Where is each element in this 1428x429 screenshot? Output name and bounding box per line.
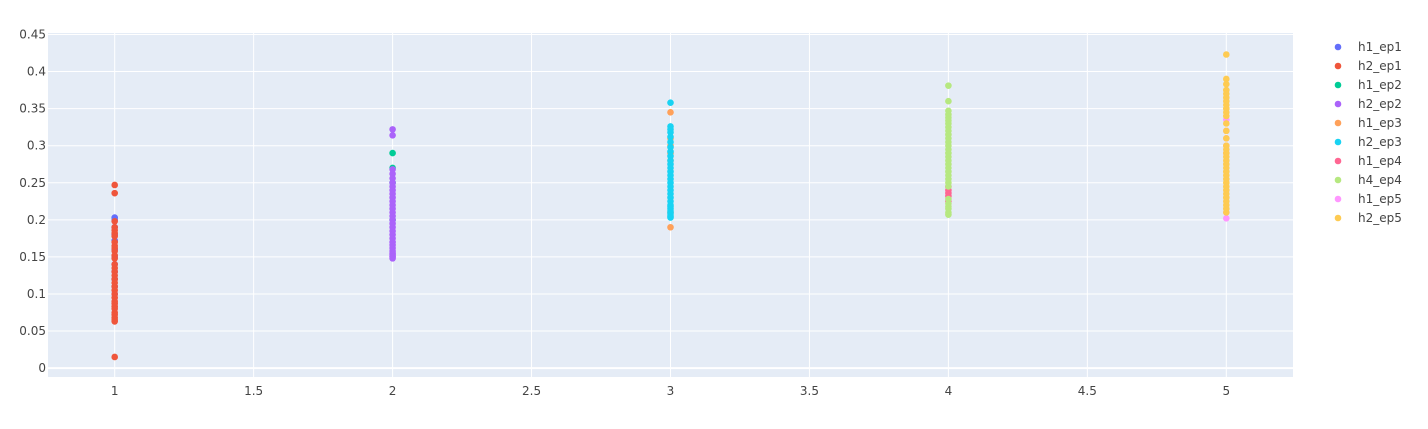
legend-item-h1_ep4[interactable]: h1_ep4 [1334, 154, 1402, 168]
x-tick-label: 2.5 [522, 384, 541, 398]
x-tick-label: 1.5 [244, 384, 263, 398]
legend-label: h1_ep2 [1358, 78, 1402, 92]
data-point-h1_ep2[interactable] [389, 149, 396, 157]
x-tick-label: 3.5 [800, 384, 819, 398]
data-point-h2_ep1[interactable] [111, 189, 118, 197]
data-point-h2_ep1[interactable] [111, 232, 118, 240]
y-tick-label: 0.4 [27, 65, 46, 79]
legend-marker [1334, 176, 1342, 184]
data-point-h4_ep4[interactable] [945, 97, 952, 105]
data-point-h2_ep2[interactable] [389, 132, 396, 139]
legend-item-h1_ep5[interactable]: h1_ep5 [1334, 192, 1402, 206]
data-point-h2_ep5[interactable] [1223, 80, 1230, 88]
data-point-h2_ep1[interactable] [111, 353, 118, 361]
data-point-h2_ep5[interactable] [1223, 209, 1230, 216]
legend-label: h1_ep1 [1358, 40, 1402, 54]
legend-marker [1334, 157, 1342, 165]
legend-label: h2_ep3 [1358, 135, 1402, 149]
legend-item-h2_ep2[interactable]: h2_ep2 [1334, 97, 1402, 111]
legend-label: h1_ep3 [1358, 116, 1402, 130]
x-tick-label: 4 [945, 384, 953, 398]
data-point-h4_ep4[interactable] [945, 183, 952, 190]
data-point-h2_ep3[interactable] [667, 99, 674, 106]
legend-marker [1334, 62, 1342, 70]
data-point-h2_ep2[interactable] [389, 255, 396, 262]
y-tick-label: 0.15 [19, 250, 46, 264]
x-axis-ticks: 1 1.5 2 2.5 3 3.5 4 4.5 5 [111, 384, 1230, 398]
data-point-h2_ep3[interactable] [667, 214, 674, 221]
y-tick-label: 0.1 [27, 287, 46, 301]
data-point-h1_ep5[interactable] [1223, 215, 1230, 222]
y-tick-label: 0.25 [19, 176, 46, 190]
y-tick-label: 0.45 [19, 27, 46, 41]
legend[interactable]: h1_ep1 h2_ep1 h1_ep2 h2_ep2 h1_ep3 h2_ep3 h1_e… [1334, 40, 1402, 225]
data-point-h2_ep5[interactable] [1223, 127, 1230, 135]
legend-label: h2_ep1 [1358, 59, 1402, 73]
y-axis-ticks: 0 0.05 0.1 0.15 0.2 0.25 0.3 0.35 0.4 0.45 [19, 27, 46, 375]
data-point-h2_ep5[interactable] [1223, 134, 1230, 142]
x-tick-label: 3 [667, 384, 675, 398]
legend-label: h1_ep5 [1358, 192, 1402, 206]
legend-item-h4_ep4[interactable]: h4_ep4 [1334, 173, 1402, 187]
legend-label: h1_ep4 [1358, 154, 1402, 168]
y-tick-label: 0.35 [19, 102, 46, 116]
legend-marker [1334, 100, 1342, 108]
legend-item-h1_ep1[interactable]: h1_ep1 [1334, 40, 1402, 54]
data-point-h2_ep2[interactable] [389, 126, 396, 133]
data-point-h2_ep5[interactable] [1223, 120, 1230, 127]
legend-item-h1_ep2[interactable]: h1_ep2 [1334, 78, 1402, 92]
legend-marker [1334, 195, 1342, 203]
legend-item-h2_ep5[interactable]: h2_ep5 [1334, 211, 1402, 225]
legend-label: h4_ep4 [1358, 173, 1402, 187]
data-point-h2_ep5[interactable] [1223, 51, 1230, 58]
legend-label: h2_ep2 [1358, 97, 1402, 111]
legend-marker [1334, 43, 1342, 51]
legend-item-h2_ep3[interactable]: h2_ep3 [1334, 135, 1402, 149]
y-tick-label: 0 [38, 361, 46, 375]
legend-marker [1334, 214, 1342, 222]
data-point-h1_ep3[interactable] [667, 109, 674, 116]
data-point-h2_ep5[interactable] [1223, 75, 1230, 83]
legend-item-h1_ep3[interactable]: h1_ep3 [1334, 116, 1402, 130]
data-point-h4_ep4[interactable] [945, 82, 952, 89]
x-tick-label: 1 [111, 384, 119, 398]
y-tick-label: 0.05 [19, 324, 46, 338]
legend-marker [1334, 119, 1342, 127]
data-point-h2_ep1[interactable] [111, 255, 118, 262]
data-point-h2_ep3[interactable] [667, 133, 674, 141]
data-point-h4_ep4[interactable] [945, 211, 952, 218]
data-point-h2_ep1[interactable] [111, 181, 118, 189]
legend-label: h2_ep5 [1358, 211, 1402, 225]
data-point-h2_ep5[interactable] [1223, 112, 1230, 120]
legend-marker [1334, 81, 1342, 89]
data-point-h2_ep3[interactable] [667, 138, 674, 146]
legend-marker [1334, 138, 1342, 146]
y-tick-label: 0.2 [27, 213, 46, 227]
x-tick-label: 5 [1222, 384, 1230, 398]
data-points[interactable] [111, 51, 1230, 361]
x-tick-label: 4.5 [1078, 384, 1097, 398]
x-tick-label: 2 [389, 384, 397, 398]
y-tick-label: 0.3 [27, 139, 46, 153]
legend-item-h2_ep1[interactable]: h2_ep1 [1334, 59, 1402, 73]
data-point-h1_ep3[interactable] [667, 223, 674, 231]
data-point-h2_ep1[interactable] [111, 218, 118, 225]
data-point-h2_ep1[interactable] [111, 318, 118, 325]
